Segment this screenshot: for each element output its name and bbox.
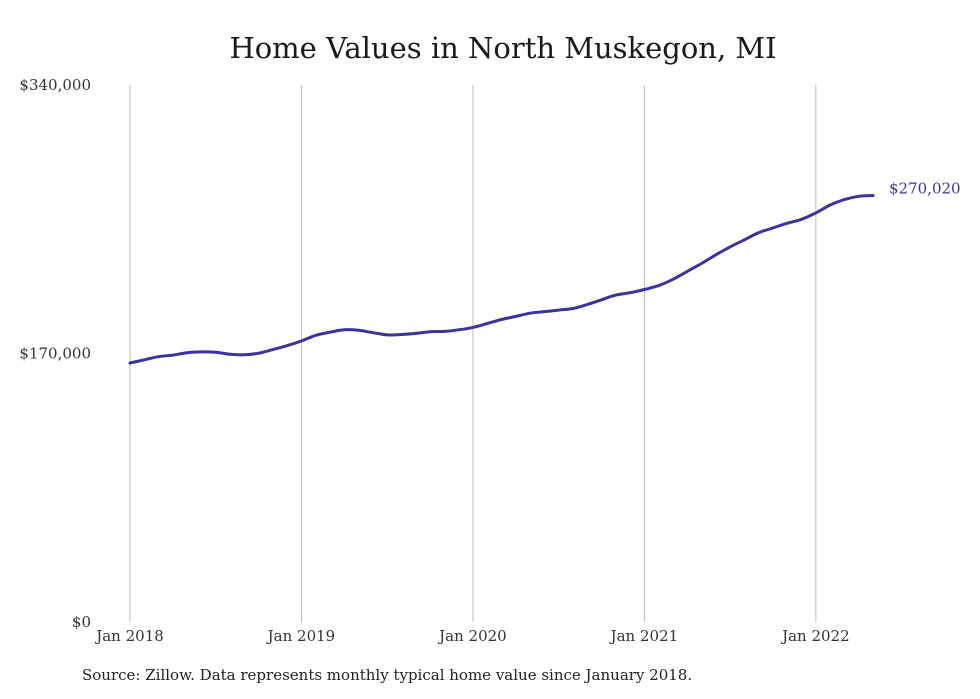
x-tick-label: Jan 2018: [94, 627, 164, 645]
source-note: Source: Zillow. Data represents monthly …: [82, 666, 693, 684]
data-point: [800, 218, 803, 221]
data-point: [829, 204, 832, 207]
x-tick-label: Jan 2020: [437, 627, 507, 645]
data-point: [329, 331, 332, 334]
end-value-label: $270,020: [889, 180, 961, 198]
data-point: [814, 211, 817, 214]
x-tick-label: Jan 2022: [780, 627, 850, 645]
data-point: [271, 348, 274, 351]
data-point: [757, 231, 760, 234]
data-point: [514, 315, 517, 318]
data-point: [529, 312, 532, 315]
series-area: $270,020: [128, 180, 961, 365]
y-tick-label: $340,000: [19, 76, 91, 94]
data-point: [400, 333, 403, 336]
data-point: [414, 332, 417, 335]
data-point: [229, 353, 232, 356]
data-point: [429, 330, 432, 333]
data-point: [786, 222, 789, 225]
data-point: [371, 331, 374, 334]
data-point: [700, 262, 703, 265]
data-point: [586, 303, 589, 306]
x-tick-label: Jan 2021: [609, 627, 679, 645]
gridlines: [129, 85, 817, 622]
data-point: [500, 318, 503, 321]
data-point: [672, 278, 675, 281]
x-axis: Jan 2018 Jan 2019 Jan 2020 Jan 2021 Jan 2022: [94, 627, 849, 645]
y-tick-label: $0: [72, 613, 91, 631]
data-point: [486, 322, 489, 325]
data-point: [129, 362, 132, 365]
data-point: [657, 284, 660, 287]
data-point: [243, 353, 246, 356]
data-point: [471, 326, 474, 329]
data-point: [686, 270, 689, 273]
data-point: [214, 351, 217, 354]
data-point: [743, 238, 746, 241]
data-point: [171, 354, 174, 357]
data-point: [386, 333, 389, 336]
data-point: [143, 358, 146, 361]
data-point: [286, 344, 289, 347]
data-point: [157, 355, 160, 358]
data-point: [357, 329, 360, 332]
y-axis: $0 $170,000 $340,000: [19, 76, 91, 631]
data-point: [872, 194, 875, 197]
data-point: [614, 294, 617, 297]
data-point: [543, 310, 546, 313]
data-point: [643, 288, 646, 291]
data-point: [257, 352, 260, 355]
data-point: [300, 339, 303, 342]
data-point: [186, 351, 189, 354]
data-point: [557, 309, 560, 312]
data-point: [600, 298, 603, 301]
y-tick-label: $170,000: [19, 345, 91, 363]
data-point: [200, 350, 203, 353]
data-point: [343, 328, 346, 331]
data-point: [571, 307, 574, 310]
data-point: [314, 334, 317, 337]
data-point: [443, 330, 446, 333]
data-point: [629, 291, 632, 294]
data-point: [457, 328, 460, 331]
data-point: [772, 226, 775, 229]
data-point: [857, 195, 860, 198]
chart-title: Home Values in North Muskegon, MI: [229, 31, 776, 65]
data-point: [843, 198, 846, 201]
x-tick-label: Jan 2019: [266, 627, 336, 645]
data-point: [714, 253, 717, 256]
data-point: [729, 245, 732, 248]
series-line: [128, 194, 875, 365]
